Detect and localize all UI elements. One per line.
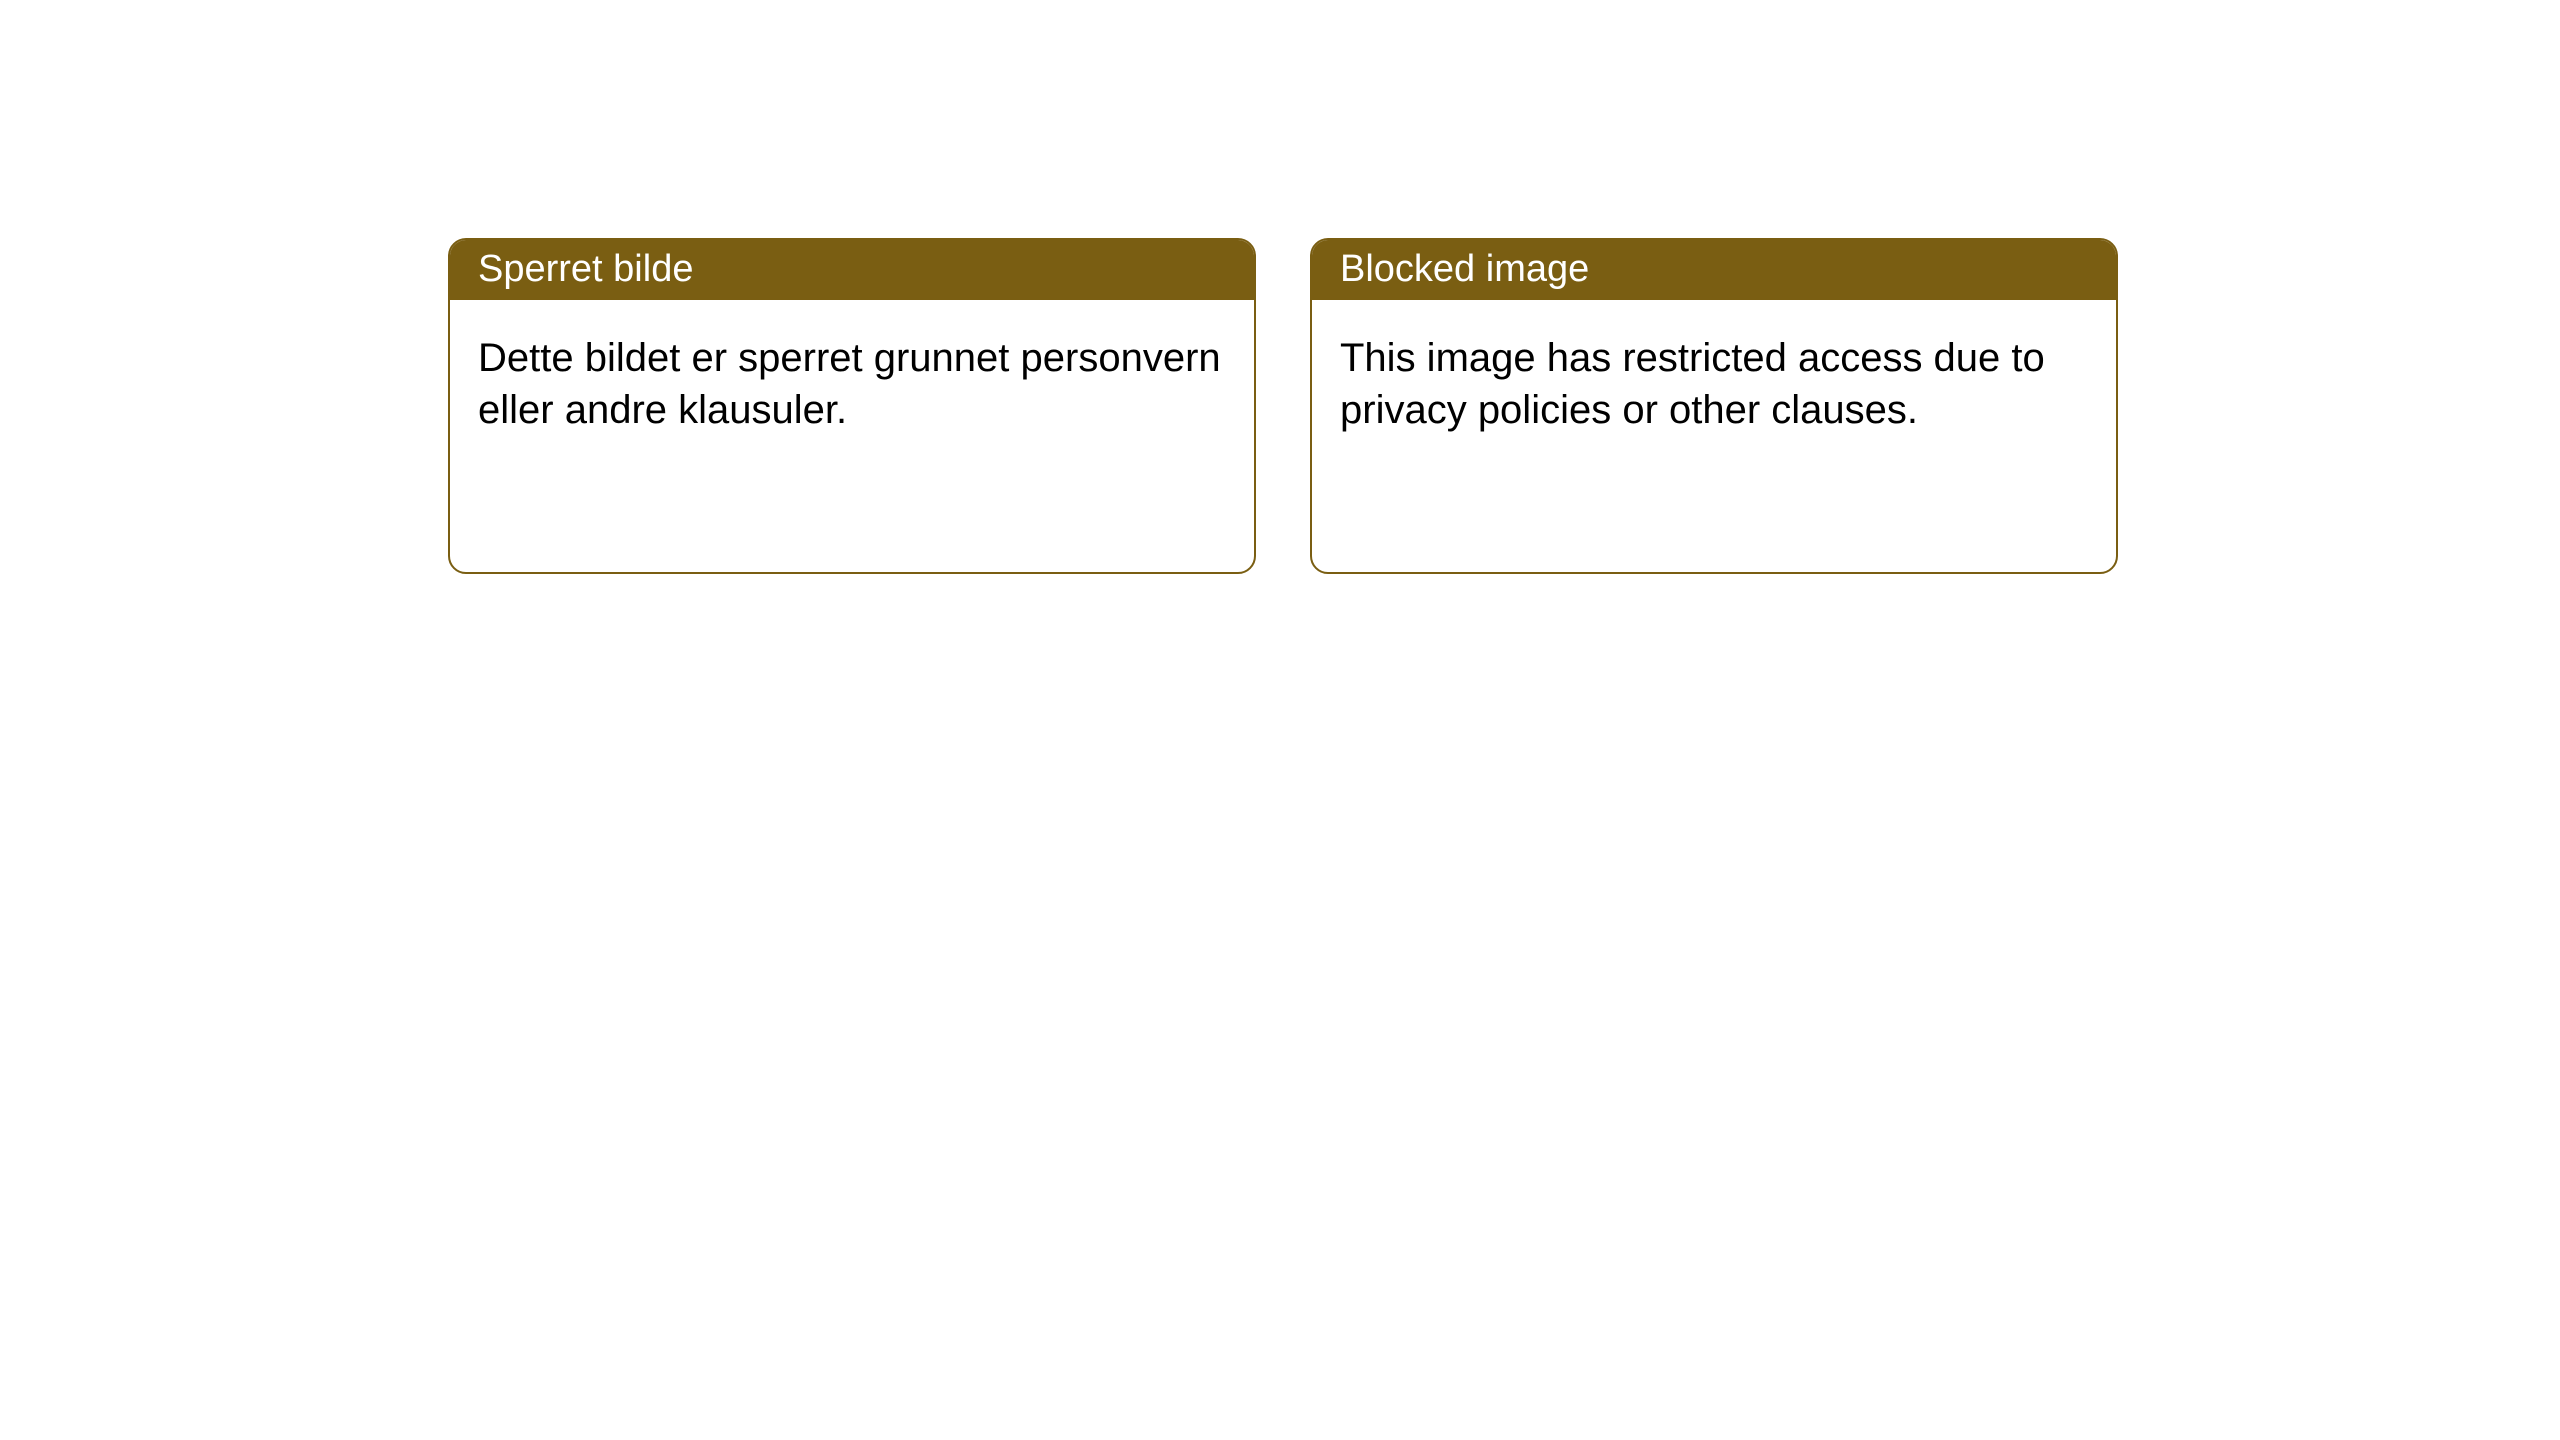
notice-body: Dette bildet er sperret grunnet personve… <box>450 300 1254 468</box>
notice-header: Sperret bilde <box>450 240 1254 300</box>
notice-header: Blocked image <box>1312 240 2116 300</box>
notice-container: Sperret bilde Dette bildet er sperret gr… <box>0 0 2560 574</box>
notice-body-text: Dette bildet er sperret grunnet personve… <box>478 336 1221 432</box>
notice-card-norwegian: Sperret bilde Dette bildet er sperret gr… <box>448 238 1256 574</box>
notice-card-english: Blocked image This image has restricted … <box>1310 238 2118 574</box>
notice-title: Sperret bilde <box>478 248 693 291</box>
notice-body-text: This image has restricted access due to … <box>1340 336 2045 432</box>
notice-title: Blocked image <box>1340 248 1589 291</box>
notice-body: This image has restricted access due to … <box>1312 300 2116 468</box>
